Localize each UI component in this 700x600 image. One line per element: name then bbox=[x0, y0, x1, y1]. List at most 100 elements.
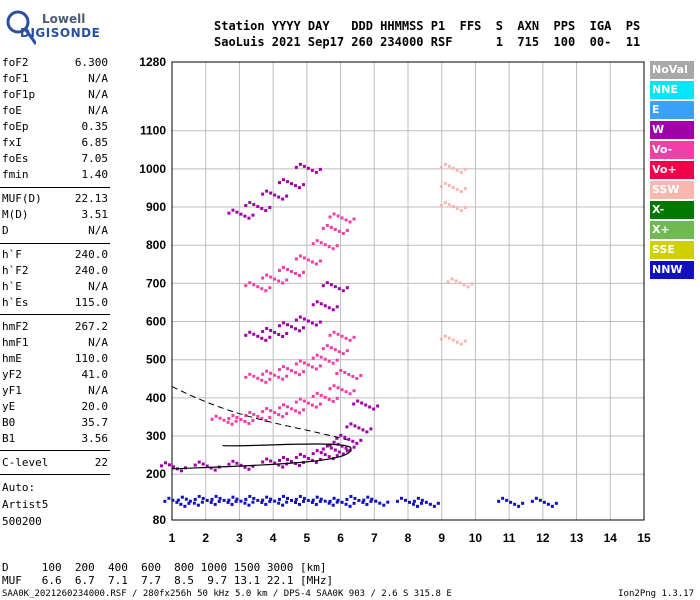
echo-point bbox=[180, 469, 183, 473]
echo-point bbox=[348, 392, 352, 396]
echo-point bbox=[331, 247, 335, 251]
echo-point bbox=[251, 464, 255, 468]
echo-point bbox=[230, 422, 234, 426]
legend-item: W bbox=[650, 121, 694, 139]
echo-point bbox=[210, 417, 214, 421]
echo-point bbox=[335, 396, 339, 400]
logo-mark-icon bbox=[6, 10, 36, 45]
echo-point bbox=[333, 227, 337, 231]
echo-point bbox=[348, 504, 352, 508]
param-name: hmF1 bbox=[2, 336, 29, 349]
param-row: yE 20.0 bbox=[2, 400, 108, 416]
echo-point bbox=[412, 499, 416, 503]
echo-point bbox=[319, 355, 323, 359]
echo-point bbox=[218, 496, 222, 500]
echo-point bbox=[454, 279, 458, 283]
param-value: N/A bbox=[88, 88, 108, 101]
echo-point bbox=[412, 502, 415, 506]
echo-point bbox=[447, 183, 451, 187]
echo-point bbox=[248, 281, 252, 285]
echo-point bbox=[256, 285, 260, 289]
echo-point bbox=[335, 358, 339, 362]
echo-point bbox=[404, 498, 407, 502]
param-row: fxI 6.85 bbox=[2, 136, 108, 152]
echo-point bbox=[310, 168, 314, 172]
echo-point bbox=[226, 500, 230, 504]
separator bbox=[0, 450, 110, 451]
echo-point bbox=[187, 501, 191, 505]
echo-point bbox=[352, 445, 356, 449]
echo-point bbox=[227, 211, 231, 215]
echo-point bbox=[345, 497, 349, 501]
echo-point bbox=[400, 496, 403, 500]
legend-item: NNW bbox=[650, 261, 694, 279]
echo-point bbox=[310, 260, 314, 264]
echo-point bbox=[261, 192, 265, 196]
echo-point bbox=[458, 281, 462, 285]
echo-point bbox=[294, 165, 298, 169]
header-line1: Station YYYY DAY DDD HHMMSS P1 FFS S AXN… bbox=[214, 19, 641, 33]
echo-point bbox=[328, 387, 332, 391]
echo-point bbox=[260, 416, 264, 420]
echo-point bbox=[328, 499, 332, 503]
auto-code: 500200 bbox=[2, 515, 42, 528]
param-value: 240.0 bbox=[74, 264, 108, 277]
echo-point bbox=[314, 323, 318, 327]
echo-point bbox=[319, 302, 323, 306]
echo-point bbox=[268, 335, 272, 339]
echo-point bbox=[290, 459, 293, 463]
echo-point bbox=[349, 422, 353, 426]
echo-point bbox=[315, 300, 319, 304]
param-name: foEp bbox=[2, 120, 29, 133]
echo-point bbox=[243, 501, 247, 505]
param-row: yF1 N/A bbox=[2, 384, 108, 400]
echo-point bbox=[180, 495, 184, 499]
y-tick-label: 800 bbox=[146, 238, 166, 252]
echo-point bbox=[352, 501, 356, 505]
echo-point bbox=[298, 273, 301, 277]
echo-point bbox=[327, 501, 331, 505]
echo-point bbox=[265, 273, 269, 277]
echo-point bbox=[340, 444, 344, 448]
echo-point bbox=[261, 372, 265, 376]
echo-point bbox=[344, 502, 348, 506]
echo-point bbox=[285, 194, 289, 198]
auto-label: Auto: bbox=[2, 481, 36, 494]
echo-point bbox=[497, 499, 501, 503]
echo-point bbox=[265, 495, 269, 499]
echo-point bbox=[345, 286, 349, 290]
param-name: hmF2 bbox=[2, 320, 29, 333]
echo-point bbox=[331, 361, 335, 365]
x-tick-label: 9 bbox=[438, 531, 445, 545]
echo-point bbox=[252, 283, 256, 287]
echo-point bbox=[294, 362, 298, 366]
echo-point bbox=[318, 259, 322, 263]
echo-point bbox=[281, 503, 285, 507]
y-tick-label: 200 bbox=[146, 467, 166, 481]
echo-point bbox=[521, 501, 525, 505]
echo-point bbox=[256, 498, 260, 502]
echo-point bbox=[298, 494, 302, 498]
param-value: N/A bbox=[88, 224, 108, 237]
echo-point bbox=[408, 500, 411, 504]
echo-point bbox=[428, 502, 432, 506]
echo-point bbox=[370, 497, 374, 501]
echo-point bbox=[356, 399, 360, 403]
echo-point bbox=[369, 427, 373, 431]
echo-point bbox=[331, 503, 335, 507]
echo-point bbox=[328, 215, 332, 219]
echo-point bbox=[550, 504, 554, 508]
param-name: B1 bbox=[2, 432, 16, 445]
echo-point bbox=[446, 280, 450, 284]
param-value: 115.0 bbox=[74, 296, 108, 309]
echo-point bbox=[343, 370, 347, 374]
echo-point bbox=[281, 334, 285, 338]
param-row: M(D) 3.51 bbox=[2, 208, 108, 224]
echo-point bbox=[302, 496, 306, 500]
echo-point bbox=[554, 501, 558, 505]
echo-point bbox=[302, 164, 306, 168]
y-tick-label: 500 bbox=[146, 353, 166, 367]
echo-point bbox=[323, 453, 327, 457]
x-tick-label: 13 bbox=[570, 531, 584, 545]
